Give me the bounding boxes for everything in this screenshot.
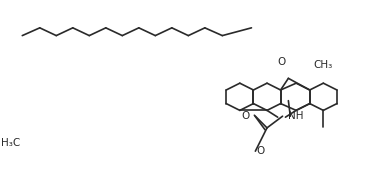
Text: NH: NH [289,111,304,121]
Text: O: O [241,111,250,121]
Text: O: O [277,57,286,67]
Text: CH₃: CH₃ [314,60,333,70]
Text: O: O [256,146,265,156]
Text: H₃C: H₃C [1,138,20,148]
